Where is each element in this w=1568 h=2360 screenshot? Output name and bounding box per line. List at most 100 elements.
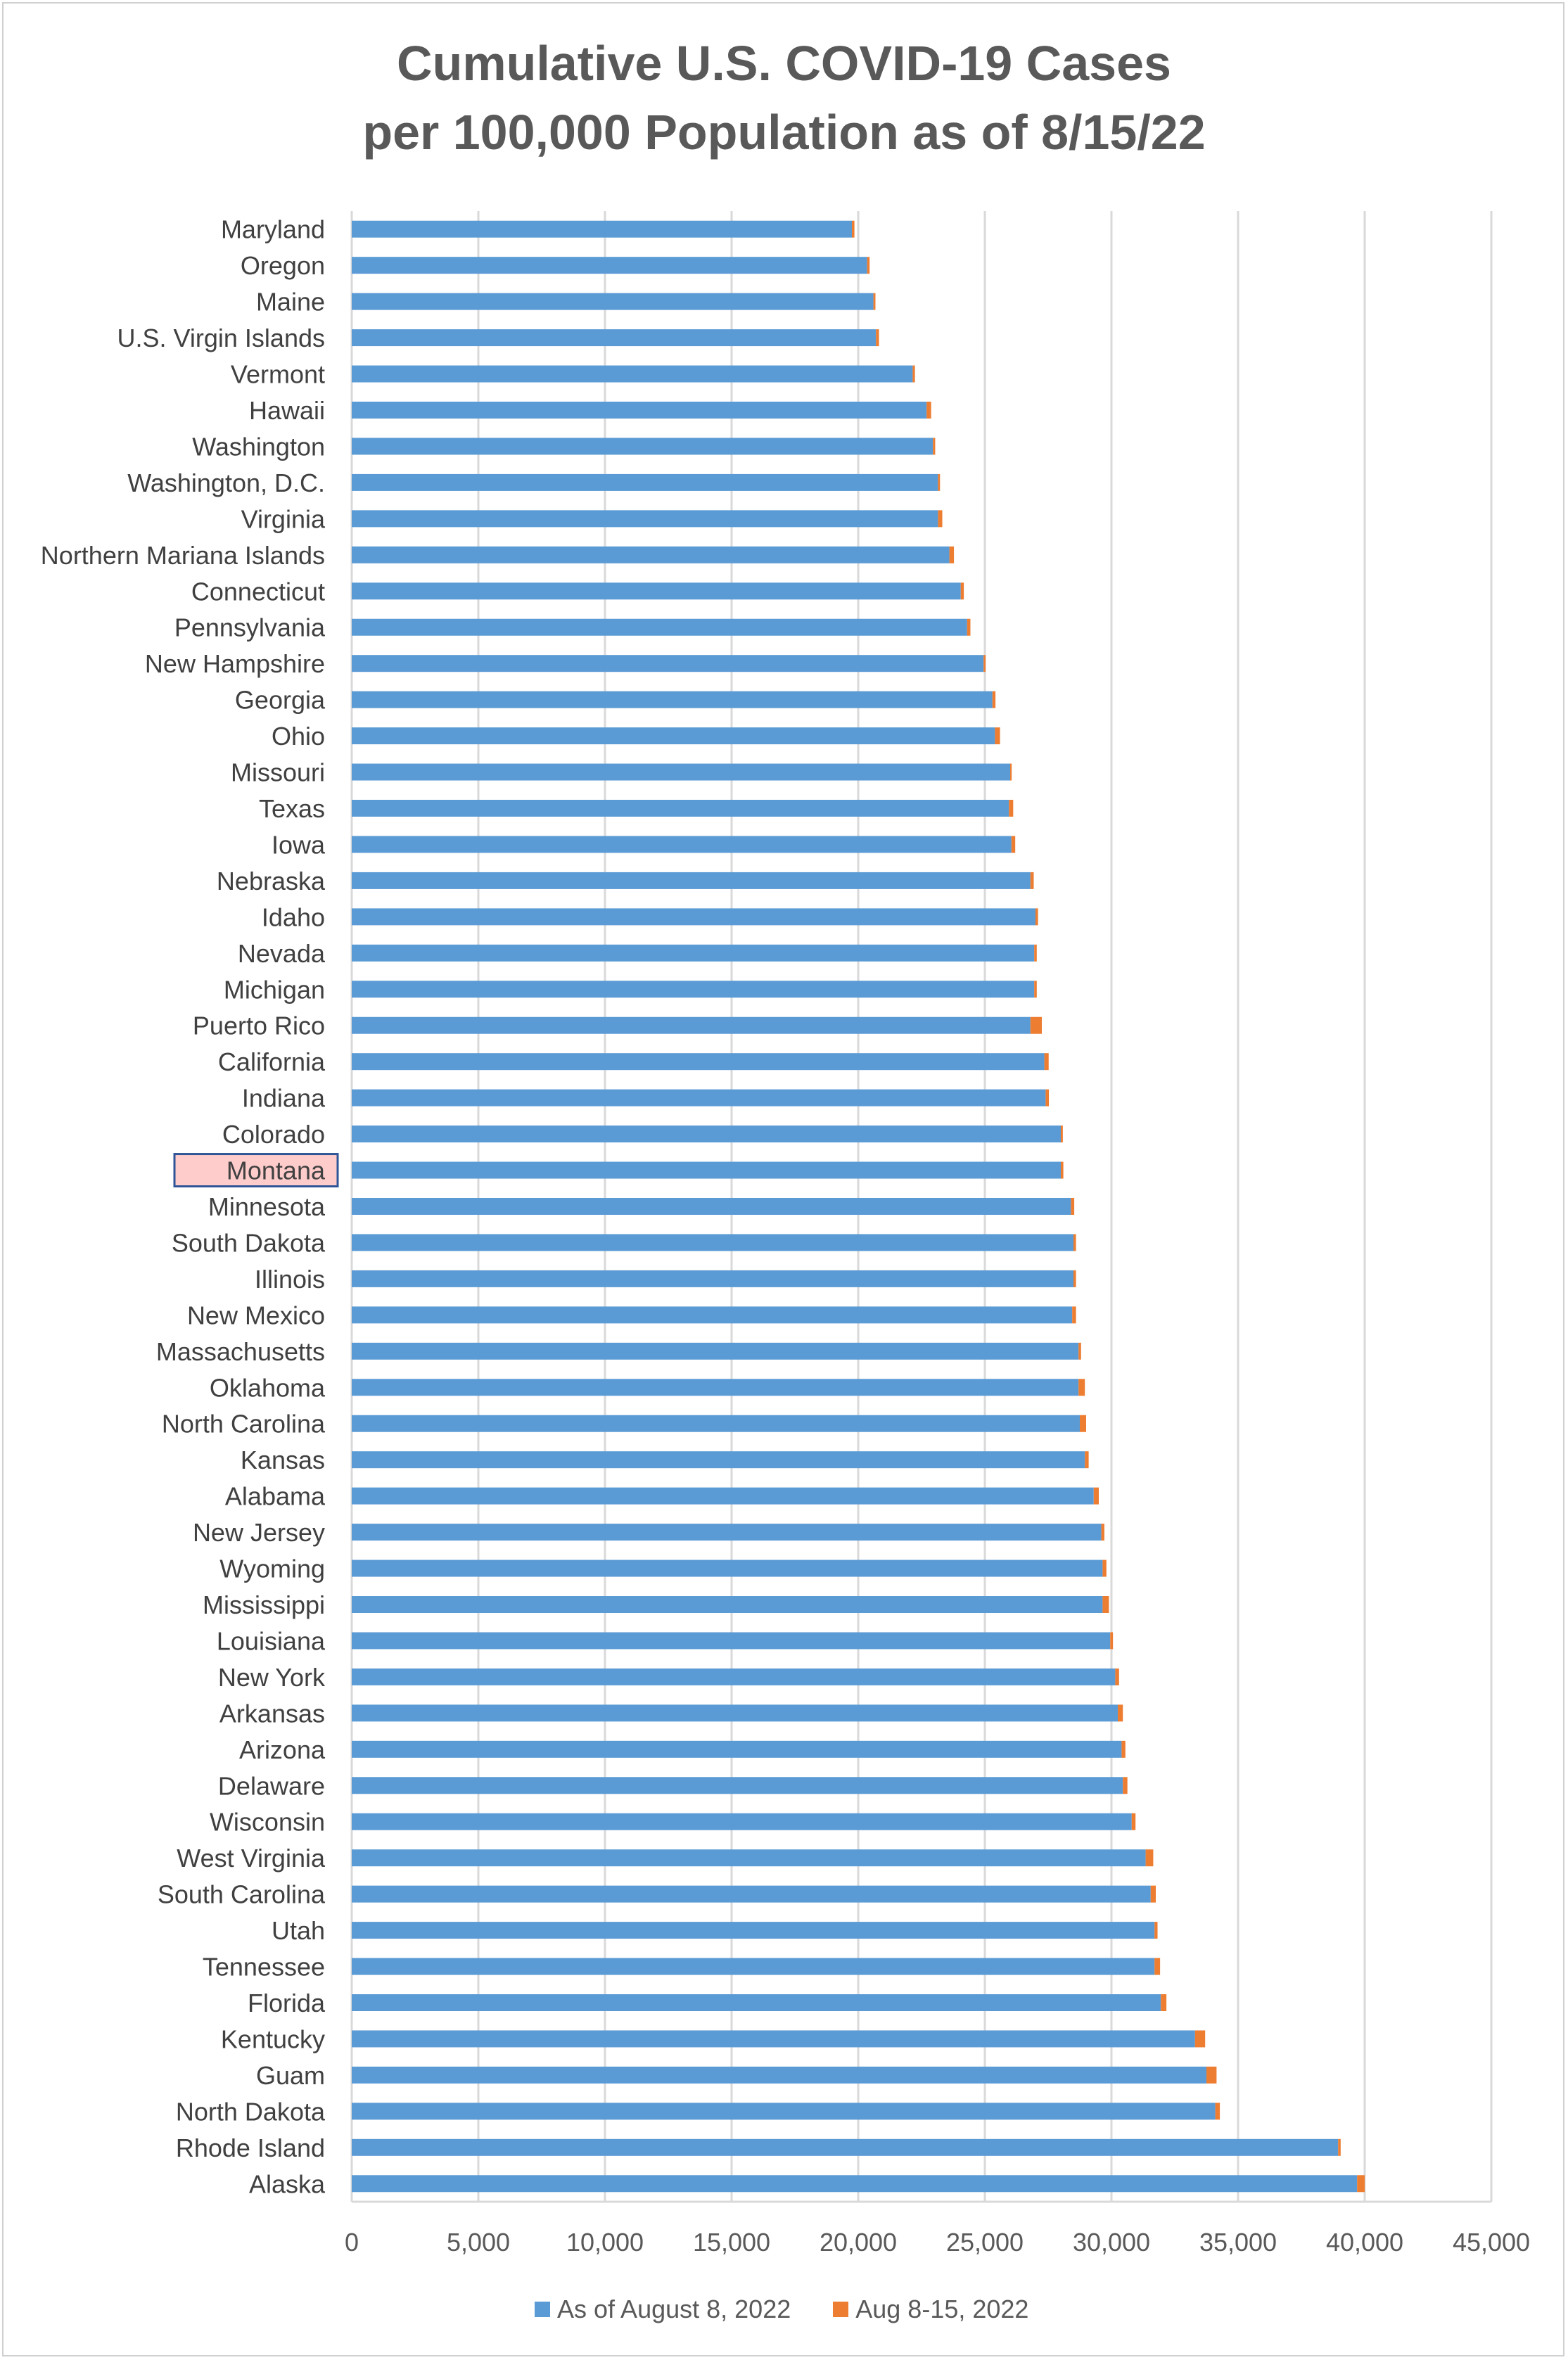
category-label: Michigan	[224, 975, 325, 1004]
bar-as-of-aug-8	[352, 1053, 1045, 1071]
bar-aug-8-15	[1080, 1415, 1086, 1432]
x-tick-label: 10,000	[566, 2228, 644, 2257]
category-label: Montana	[227, 1156, 326, 1185]
category-label: Connecticut	[191, 577, 325, 606]
x-tick-label: 20,000	[820, 2228, 897, 2257]
bar-as-of-aug-8	[352, 365, 913, 383]
category-label: Kansas	[241, 1446, 325, 1474]
bar-as-of-aug-8	[352, 1885, 1151, 1903]
category-label: Illinois	[255, 1265, 325, 1294]
category-label: New Hampshire	[145, 649, 325, 678]
bar-as-of-aug-8	[352, 981, 1035, 998]
category-label: Utah	[272, 1916, 325, 1945]
bar-aug-8-15	[1078, 1342, 1081, 1360]
bar-aug-8-15	[1102, 1596, 1109, 1613]
bar-as-of-aug-8	[352, 1704, 1118, 1722]
bar-aug-8-15	[1034, 981, 1037, 998]
bar-aug-8-15	[1030, 872, 1034, 889]
x-tick-label: 45,000	[1453, 2228, 1530, 2257]
category-label: Pennsylvania	[174, 613, 326, 642]
category-label: Arkansas	[219, 1699, 325, 1728]
bar-aug-8-15	[1206, 2066, 1217, 2084]
bar-aug-8-15	[949, 546, 955, 563]
chart-subtitle: per 100,000 Population as of 8/15/22	[362, 105, 1206, 160]
bar-aug-8-15	[1121, 1740, 1126, 1758]
bar-as-of-aug-8	[352, 1524, 1102, 1541]
x-tick-label: 30,000	[1073, 2228, 1150, 2257]
bar-aug-8-15	[938, 510, 943, 528]
bar-as-of-aug-8	[352, 763, 1010, 781]
bar-as-of-aug-8	[352, 1415, 1080, 1432]
bar-aug-8-15	[1115, 1668, 1119, 1685]
category-label: South Dakota	[172, 1228, 326, 1257]
category-label: West Virginia	[177, 1844, 326, 1873]
bar-as-of-aug-8	[352, 1270, 1073, 1287]
category-label: Puerto Rico	[193, 1012, 325, 1040]
bar-aug-8-15	[1044, 1053, 1049, 1071]
category-label: Kentucky	[221, 2024, 325, 2053]
bar-aug-8-15	[873, 293, 876, 310]
bar-as-of-aug-8	[352, 1451, 1085, 1469]
legend-label-series-1: As of August 8, 2022	[557, 2295, 791, 2323]
bar-as-of-aug-8	[352, 1813, 1132, 1830]
bar-aug-8-15	[960, 582, 964, 600]
bar-as-of-aug-8	[352, 1234, 1073, 1251]
bar-as-of-aug-8	[352, 1632, 1111, 1650]
bar-aug-8-15	[1073, 1234, 1076, 1251]
bar-aug-8-15	[1034, 944, 1037, 962]
bar-aug-8-15	[1085, 1451, 1089, 1469]
x-tick-label: 25,000	[946, 2228, 1024, 2257]
bar-aug-8-15	[1338, 2138, 1341, 2156]
category-label: New York	[218, 1663, 326, 1692]
category-label: Rhode Island	[176, 2133, 325, 2162]
bar-aug-8-15	[1161, 1994, 1167, 2011]
category-label: Maryland	[221, 215, 325, 244]
bar-aug-8-15	[1009, 800, 1014, 817]
legend-label-series-2: Aug 8-15, 2022	[855, 2295, 1029, 2323]
bar-aug-8-15	[852, 220, 855, 238]
bar-aug-8-15	[992, 691, 996, 708]
bar-aug-8-15	[1072, 1306, 1076, 1324]
bar-as-of-aug-8	[352, 2175, 1358, 2193]
category-label: North Carolina	[162, 1410, 326, 1439]
bar-aug-8-15	[1118, 1704, 1123, 1722]
bar-as-of-aug-8	[352, 1559, 1103, 1577]
bar-as-of-aug-8	[352, 1994, 1161, 2011]
category-label: Oregon	[241, 251, 325, 280]
category-label: Missouri	[231, 758, 325, 787]
category-label: Oklahoma	[210, 1373, 326, 1402]
bar-as-of-aug-8	[352, 727, 995, 745]
bar-aug-8-15	[933, 438, 936, 455]
bar-aug-8-15	[1061, 1161, 1064, 1179]
bar-as-of-aug-8	[352, 473, 938, 491]
bar-as-of-aug-8	[352, 1125, 1061, 1143]
bar-as-of-aug-8	[352, 1016, 1031, 1034]
category-label: Alabama	[225, 1482, 326, 1511]
bar-aug-8-15	[1045, 1089, 1050, 1106]
bar-aug-8-15	[1093, 1487, 1099, 1505]
bar-aug-8-15	[876, 329, 879, 347]
x-tick-label: 5,000	[447, 2228, 510, 2257]
bar-as-of-aug-8	[352, 293, 874, 310]
category-label: Tennessee	[203, 1953, 325, 1982]
category-label: New Mexico	[187, 1301, 325, 1329]
legend-swatch-series-2	[833, 2302, 849, 2317]
bar-as-of-aug-8	[352, 836, 1012, 853]
category-label: Maine	[256, 288, 325, 317]
category-label: Massachusetts	[156, 1337, 325, 1366]
bar-as-of-aug-8	[352, 257, 867, 274]
category-label: Vermont	[231, 360, 325, 389]
bar-as-of-aug-8	[352, 438, 933, 455]
bar-as-of-aug-8	[352, 1487, 1094, 1505]
category-label: Minnesota	[208, 1192, 326, 1221]
x-tick-label: 35,000	[1199, 2228, 1277, 2257]
bar-aug-8-15	[1035, 908, 1038, 926]
bar-as-of-aug-8	[352, 691, 993, 708]
bar-as-of-aug-8	[352, 1161, 1061, 1179]
bar-as-of-aug-8	[352, 220, 852, 238]
category-label: Alaska	[249, 2169, 326, 2198]
x-tick-label: 0	[345, 2228, 359, 2257]
bar-as-of-aug-8	[352, 908, 1035, 926]
bar-as-of-aug-8	[352, 618, 967, 636]
